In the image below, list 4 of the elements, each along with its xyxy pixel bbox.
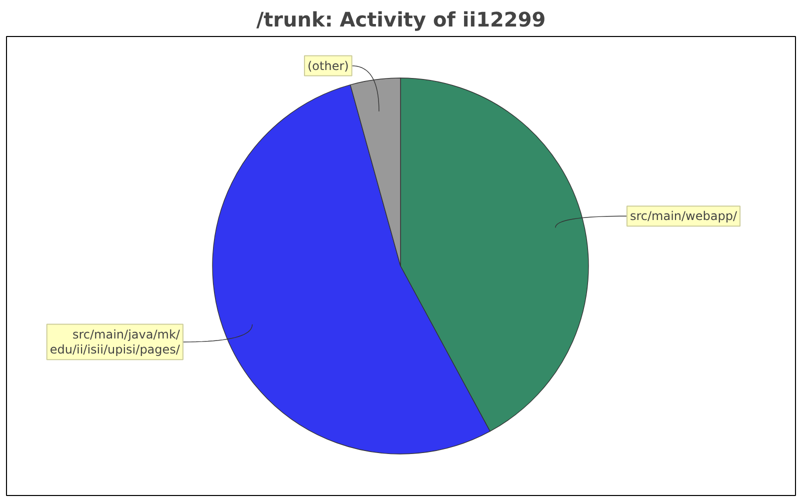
chart-title: /trunk: Activity of ii12299	[256, 8, 546, 32]
slice-label: src/main/java/mk/ edu/ii/isii/upisi/pages/	[50, 327, 181, 357]
slice-label: (other)	[307, 58, 349, 73]
slice-label: src/main/webapp/	[630, 209, 738, 224]
